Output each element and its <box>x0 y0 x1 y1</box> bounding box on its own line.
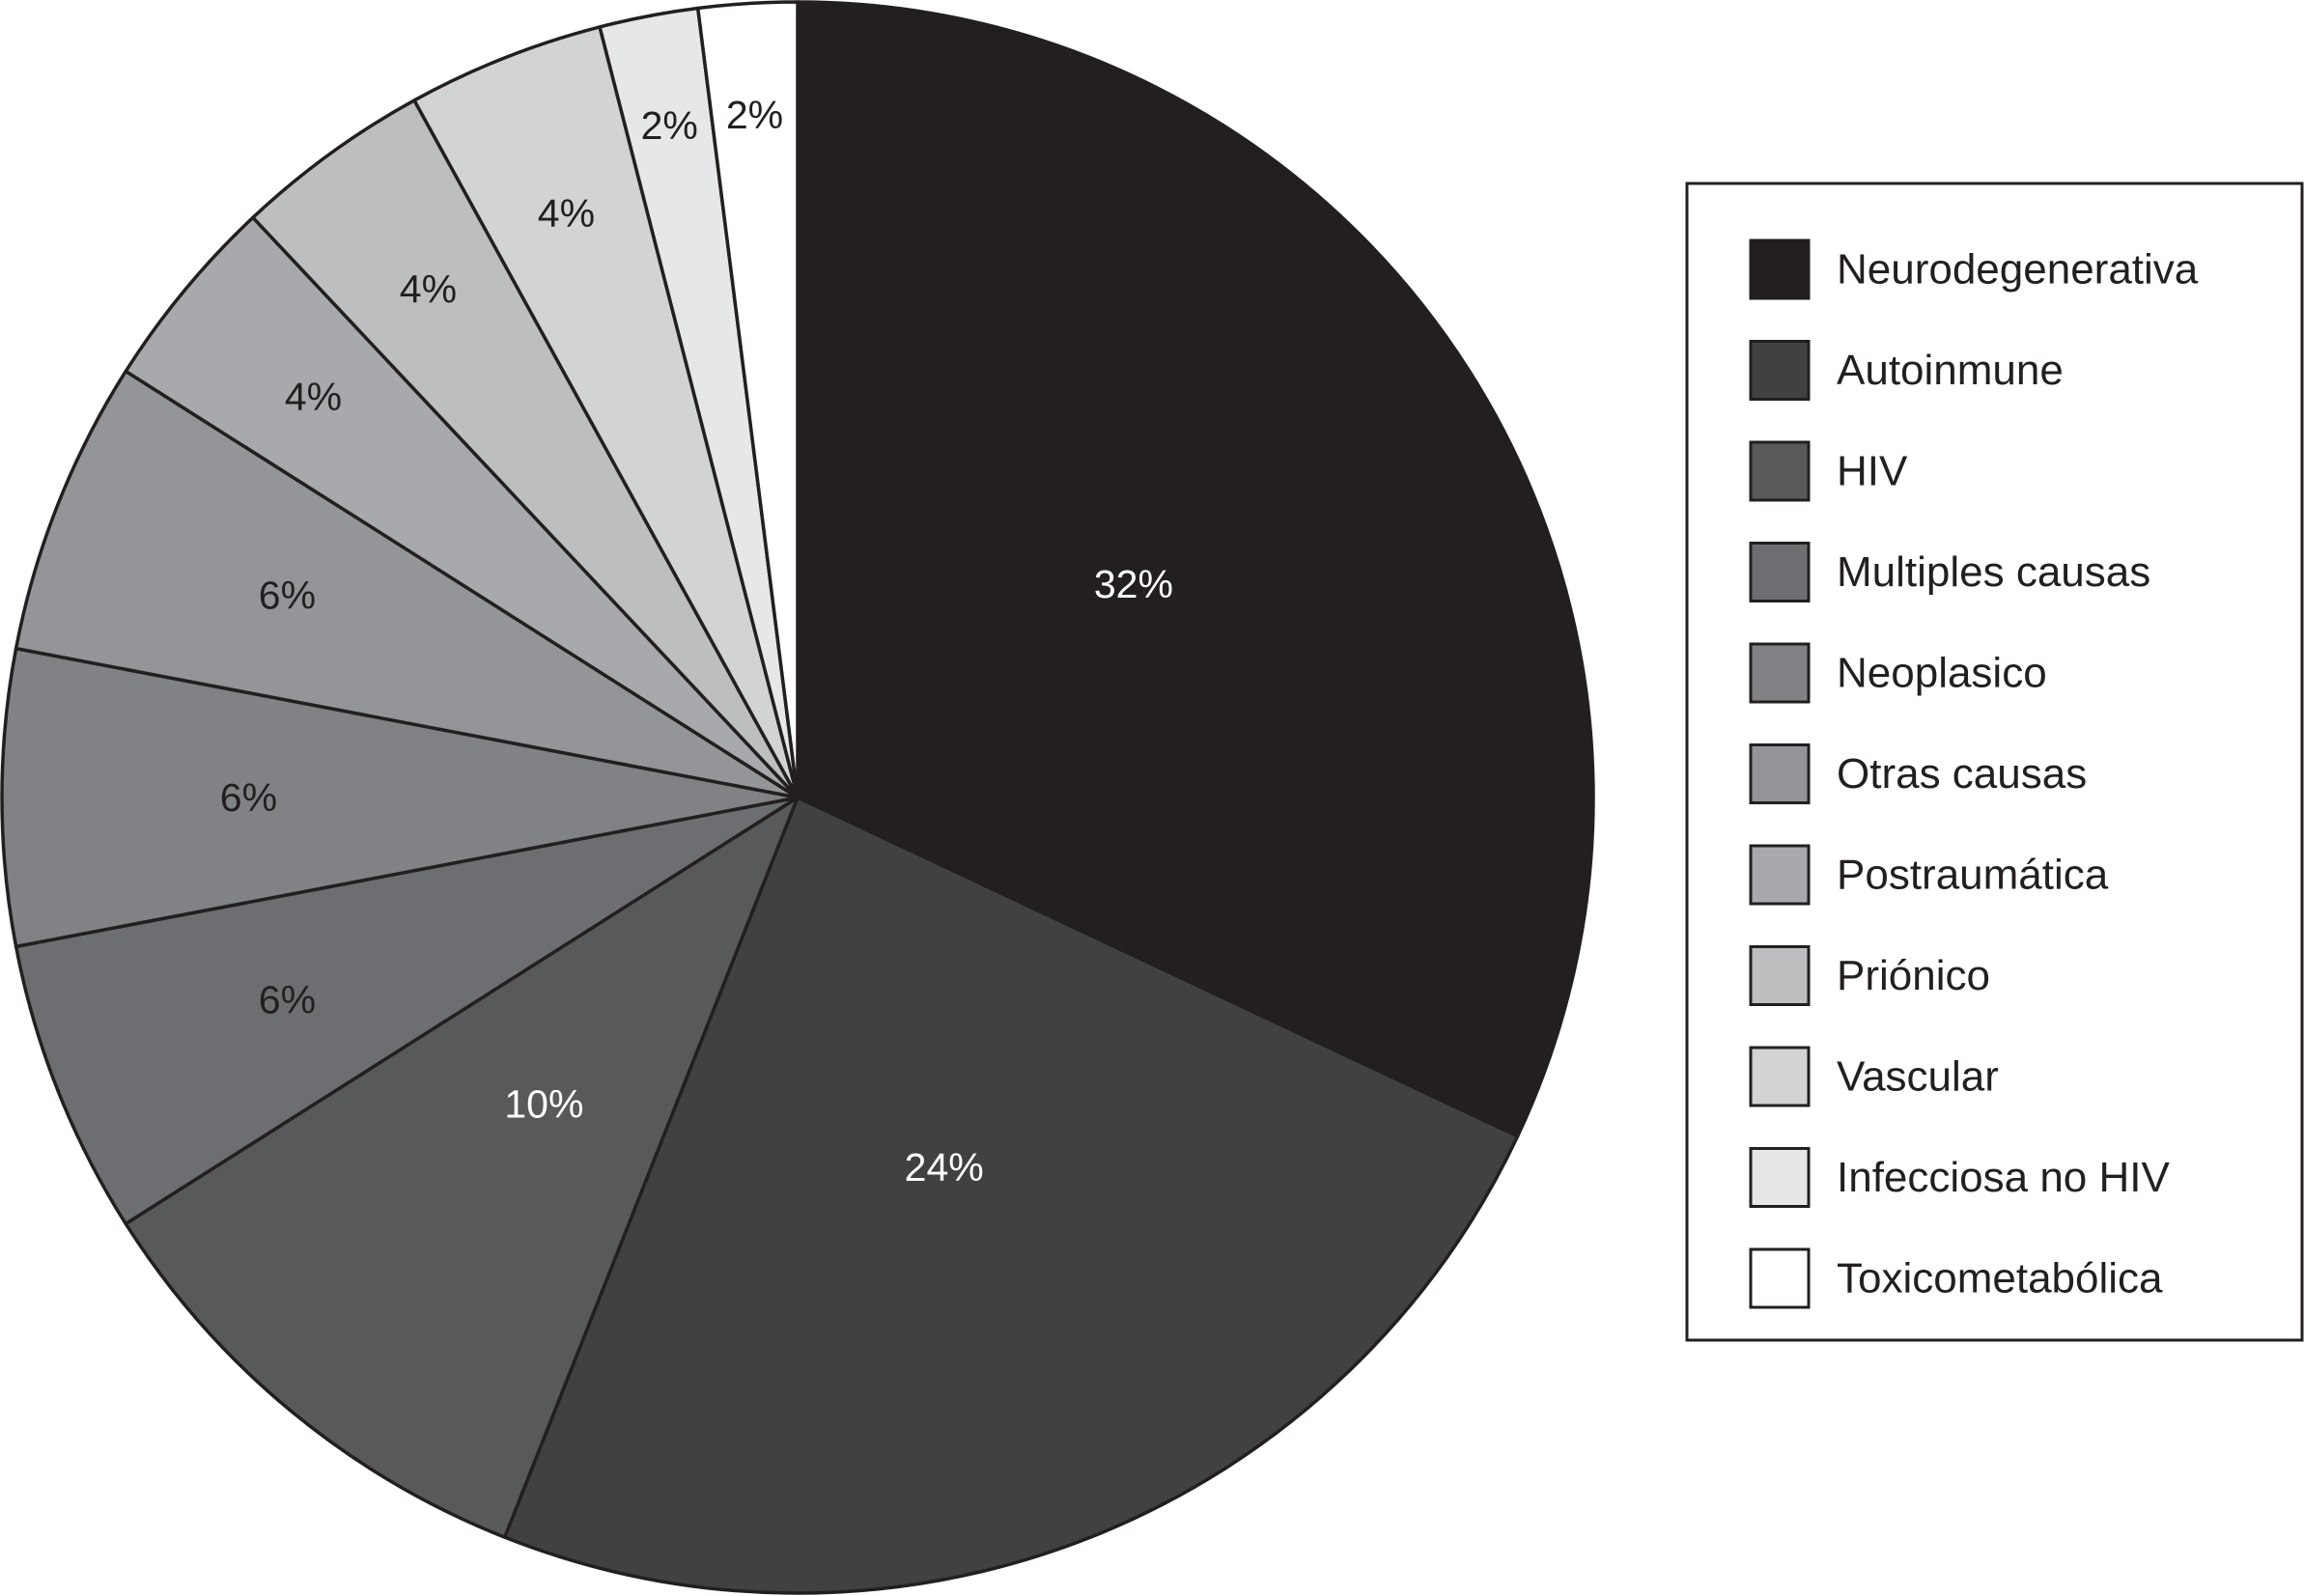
legend-swatch-neoplasico <box>1749 642 1811 704</box>
legend-swatch-infecciosa-no-hiv <box>1749 1147 1811 1208</box>
legend-label-neurodegenerativa: Neurodegenerativa <box>1837 246 2199 294</box>
legend-swatch-hiv <box>1749 440 1811 502</box>
pie-label-autoinmune: 24% <box>905 1145 984 1190</box>
pie-label-multiples-causas: 6% <box>259 977 316 1022</box>
pie-label-infecciosa-no-hiv: 2% <box>641 103 698 148</box>
legend-label-hiv: HIV <box>1837 448 1908 495</box>
pie-slice-autoinmune <box>502 796 1520 1595</box>
pie-slices <box>0 0 1595 1595</box>
pie-slice-neoplasico <box>0 646 800 949</box>
legend-swatch-multiples-causas <box>1749 542 1811 602</box>
pie-slice-multiples-causas <box>14 796 800 1226</box>
pie-label-neurodegenerativa: 32% <box>1094 562 1173 606</box>
pie-label-toxicometabolica: 2% <box>726 93 783 137</box>
legend-items: Neurodegenerativa Autoinmune HIV Multiples … <box>1749 238 2199 1309</box>
legend-label-multiples-causas: Multiples causas <box>1837 548 2150 596</box>
pie-label-otras-causas: 6% <box>259 574 316 618</box>
legend-swatch-postraumatica <box>1749 844 1811 906</box>
pie-slice-postraumatica <box>124 215 800 799</box>
pie-label-prionico: 4% <box>400 266 457 311</box>
pie-slice-prionico <box>251 98 800 799</box>
legend-label-postraumatica: Postraumática <box>1837 852 2109 899</box>
pie-label-neoplasico: 6% <box>220 775 277 820</box>
legend-swatch-vascular <box>1749 1046 1811 1107</box>
legend-swatch-otras-causas <box>1749 743 1811 804</box>
legend-label-toxicometabolica: Toxicometabólica <box>1837 1255 2163 1302</box>
pie-percentage-labels: 32% 24% 10% 6% 6% 6% 4% 4% 4% 2% 2% <box>220 93 1173 1190</box>
legend-swatch-autoinmune <box>1749 340 1811 401</box>
legend-label-vascular: Vascular <box>1837 1053 1999 1101</box>
legend-label-prionico: Priónico <box>1837 952 1990 999</box>
pie-slice-hiv <box>124 796 800 1539</box>
pie-slice-neurodegenerativa <box>796 0 1595 1138</box>
legend: Neurodegenerativa Autoinmune HIV Multiples … <box>1685 182 2304 1342</box>
pie-slice-toxicometabolica <box>695 0 800 799</box>
pie-label-hiv: 10% <box>504 1082 583 1127</box>
legend-swatch-prionico <box>1749 945 1811 1006</box>
legend-label-autoinmune: Autoinmune <box>1837 347 2064 394</box>
legend-swatch-toxicometabolica <box>1749 1247 1811 1309</box>
legend-label-infecciosa-no-hiv: Infecciosa no HIV <box>1837 1154 2170 1201</box>
legend-label-neoplasico: Neoplasico <box>1837 650 2047 697</box>
pie-slice-otras-causas <box>14 369 800 799</box>
legend-label-otras-causas: Otras causas <box>1837 750 2087 798</box>
pie-slice-vascular <box>412 25 800 799</box>
pie-label-postraumatica: 4% <box>285 375 342 419</box>
legend-swatch-neurodegenerativa <box>1749 238 1811 300</box>
pie-label-vascular: 4% <box>538 191 595 236</box>
